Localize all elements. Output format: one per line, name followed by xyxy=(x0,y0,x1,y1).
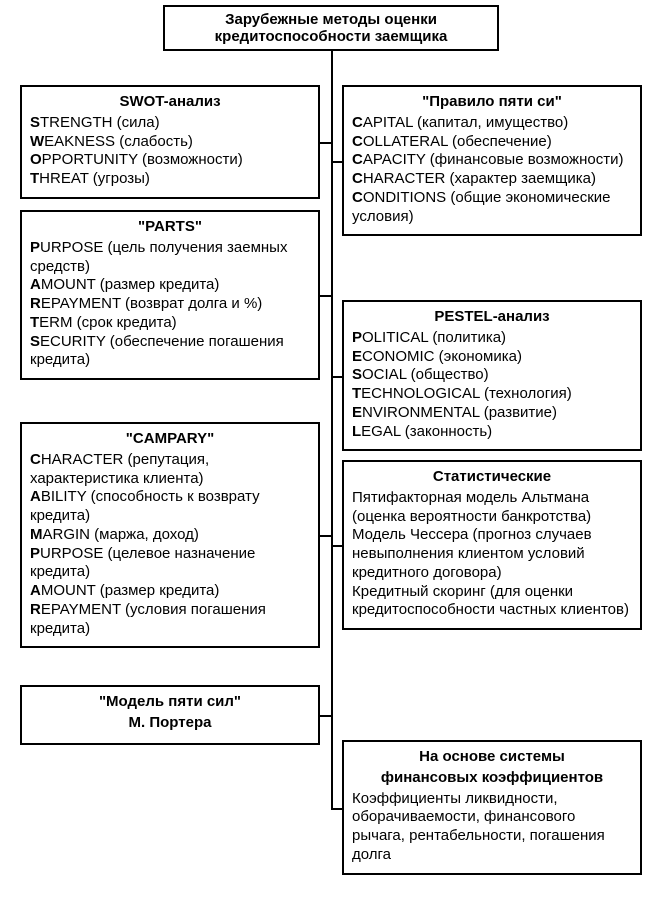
box-parts-items: PURPOSE (цель получения заемных средств)… xyxy=(30,239,310,370)
box-swot-title: SWOT-анализ xyxy=(30,93,310,112)
list-item: CAPITAL (капитал, имущество) xyxy=(352,114,632,133)
list-item: CONDITIONS (общие экономические условия) xyxy=(352,189,632,227)
connector-line xyxy=(320,295,331,297)
box-stat-items: Пятифакторная модель Альтмана (оценка ве… xyxy=(352,489,632,620)
list-item: CHARACTER (репутация, характеристика кли… xyxy=(30,451,310,489)
box-pestel: PESTEL-анализ POLITICAL (политика)ECONOM… xyxy=(342,300,642,451)
connector-line xyxy=(320,715,331,717)
list-item: Кредитный скоринг (для оценки кредитоспо… xyxy=(352,583,632,621)
box-parts-title: "PARTS" xyxy=(30,218,310,237)
box-porter-title1: "Модель пяти сил" xyxy=(30,693,310,712)
list-item: SECURITY (обеспечение погашения кредита) xyxy=(30,333,310,371)
list-item: Модель Чессера (прогноз случаев невыполн… xyxy=(352,526,632,582)
box-parts: "PARTS" PURPOSE (цель получения заемных … xyxy=(20,210,320,380)
list-item: OPPORTUNITY (возможности) xyxy=(30,151,310,170)
box-stat: Статистические Пятифакторная модель Альт… xyxy=(342,460,642,630)
box-porter-title2: М. Портера xyxy=(30,714,310,733)
list-item: AMOUNT (размер кредита) xyxy=(30,276,310,295)
list-item: SOCIAL (общество) xyxy=(352,366,632,385)
connector-line xyxy=(331,808,342,810)
connector-line xyxy=(320,142,331,144)
list-item: PURPOSE (целевое назначение кредита) xyxy=(30,545,310,583)
box-five-c-title: "Правило пяти си" xyxy=(352,93,632,112)
box-pestel-title: PESTEL-анализ xyxy=(352,308,632,327)
connector-line xyxy=(331,51,333,809)
box-five-c: "Правило пяти си" CAPITAL (капитал, имущ… xyxy=(342,85,642,236)
box-campary-title: "CAMPARY" xyxy=(30,430,310,449)
list-item: REPAYMENT (возврат долга и %) xyxy=(30,295,310,314)
box-five-c-items: CAPITAL (капитал, имущество)COLLATERAL (… xyxy=(352,114,632,227)
list-item: CAPACITY (финансовые возможности) xyxy=(352,151,632,170)
connector-line xyxy=(331,545,342,547)
box-swot: SWOT-анализ STRENGTH (сила)WEAKNESS (сла… xyxy=(20,85,320,199)
box-campary: "CAMPARY" CHARACTER (репутация, характер… xyxy=(20,422,320,648)
connector-line xyxy=(331,376,342,378)
list-item: Пятифакторная модель Альтмана (оценка ве… xyxy=(352,489,632,527)
list-item: ECONOMIC (экономика) xyxy=(352,348,632,367)
list-item: TECHNOLOGICAL (технология) xyxy=(352,385,632,404)
box-fincoef-title1: На основе системы xyxy=(352,748,632,767)
connector-line xyxy=(320,535,331,537)
list-item: TERM (срок кредита) xyxy=(30,314,310,333)
list-item: MARGIN (маржа, доход) xyxy=(30,526,310,545)
box-porter: "Модель пяти сил" М. Портера xyxy=(20,685,320,745)
list-item: REPAYMENT (условия погашения кредита) xyxy=(30,601,310,639)
box-campary-items: CHARACTER (репутация, характеристика кли… xyxy=(30,451,310,639)
list-item: PURPOSE (цель получения заемных средств) xyxy=(30,239,310,277)
list-item: POLITICAL (политика) xyxy=(352,329,632,348)
box-pestel-items: POLITICAL (политика)ECONOMIC (экономика)… xyxy=(352,329,632,442)
list-item: Коэффициенты ликвидности, оборачиваемост… xyxy=(352,790,632,865)
list-item: ABILITY (способность к возврату кредита) xyxy=(30,488,310,526)
connector-line xyxy=(331,161,342,163)
box-fincoef-items: Коэффициенты ликвидности, оборачиваемост… xyxy=(352,790,632,865)
header-line2: кредитоспособности заемщика xyxy=(173,28,489,45)
list-item: LEGAL (законность) xyxy=(352,423,632,442)
box-fincoef-title2: финансовых коэффициентов xyxy=(352,769,632,788)
box-stat-title: Статистические xyxy=(352,468,632,487)
list-item: CHARACTER (характер заемщика) xyxy=(352,170,632,189)
header-box: Зарубежные методы оценки кредитоспособно… xyxy=(163,5,499,51)
list-item: WEAKNESS (слабость) xyxy=(30,133,310,152)
list-item: THREAT (угрозы) xyxy=(30,170,310,189)
box-fincoef: На основе системы финансовых коэффициент… xyxy=(342,740,642,875)
header-line1: Зарубежные методы оценки xyxy=(173,11,489,28)
list-item: AMOUNT (размер кредита) xyxy=(30,582,310,601)
box-swot-items: STRENGTH (сила)WEAKNESS (слабость)OPPORT… xyxy=(30,114,310,189)
list-item: ENVIRONMENTAL (развитие) xyxy=(352,404,632,423)
list-item: STRENGTH (сила) xyxy=(30,114,310,133)
list-item: COLLATERAL (обеспечение) xyxy=(352,133,632,152)
